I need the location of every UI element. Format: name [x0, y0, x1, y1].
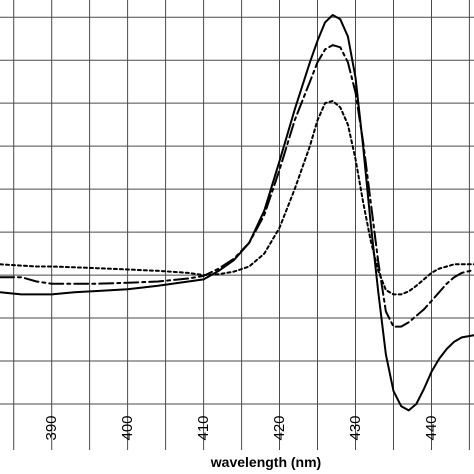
- x-tick-label: 400: [119, 415, 136, 440]
- series-line-3: [0, 100, 474, 296]
- x-axis-title: wavelength (nm): [210, 454, 321, 470]
- grid: [0, 0, 474, 450]
- x-tick-label: 390: [43, 415, 60, 440]
- series-group: [0, 14, 474, 412]
- series-line-1: [0, 14, 474, 412]
- x-tick-label: 410: [195, 415, 212, 440]
- x-tick-labels: 390 400 410 420 430 440: [43, 415, 440, 440]
- series-line-2: [0, 44, 474, 328]
- x-tick-label: 440: [423, 415, 440, 440]
- x-tick-label: 420: [271, 415, 288, 440]
- x-tick-label: 430: [347, 415, 364, 440]
